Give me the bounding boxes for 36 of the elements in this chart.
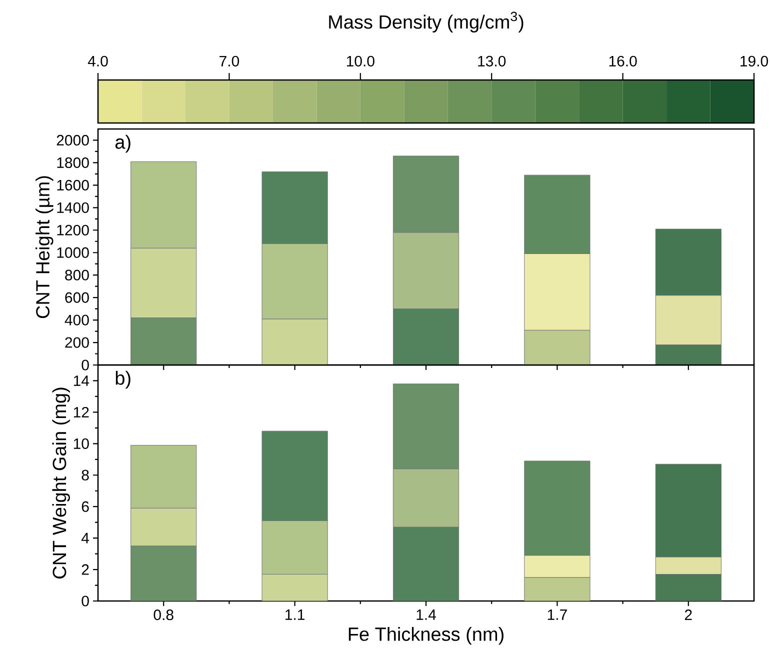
y-tick-label: 10 <box>74 438 89 449</box>
color-bar-label: 16.0 <box>609 56 637 66</box>
y-tick-label: 1600 <box>57 180 89 190</box>
y-tick-label: 2000 <box>56 134 89 146</box>
y-tick-label: 1000 <box>57 247 89 258</box>
color-bar-title: Mass Density (mg/cm$^{3}$) <box>329 12 524 32</box>
color-bar-label: 19.0 <box>740 56 768 66</box>
x-tick-label: 1.4 <box>416 610 436 620</box>
y-tick-label: 8 <box>82 470 89 480</box>
y-tick-label: 400 <box>64 314 89 326</box>
y-tick-label: 14 <box>74 376 90 386</box>
y-tick-label: 2 <box>82 564 89 575</box>
y-tick-label: 1800 <box>57 157 89 168</box>
y-tick-label: 200 <box>65 337 89 348</box>
color-bar-label: 7.0 <box>220 56 240 66</box>
x-tick-label: 1.7 <box>548 610 567 620</box>
color-bar-label: 4.0 <box>88 56 108 66</box>
x-axis-title: Fe Thickness (nm) <box>348 626 504 645</box>
y-tick-label: 4 <box>81 532 90 544</box>
y-tick-label: 0 <box>82 596 89 606</box>
color-bar-label: 13.0 <box>478 56 506 66</box>
y-tick-label: 0 <box>82 360 89 370</box>
y-tick-label: 12 <box>74 406 89 418</box>
y-tick-label: 800 <box>65 270 89 280</box>
color-bar-label: 10.0 <box>346 56 374 66</box>
y-tick-label: 1400 <box>57 202 89 213</box>
x-tick-label: 1.1 <box>286 610 304 620</box>
y-tick-label: 6 <box>82 501 89 512</box>
y-tick-label: 1200 <box>57 224 89 236</box>
annotation: b) <box>116 370 130 389</box>
y-axis-title: CNT Weight Gain (mg) <box>52 388 70 578</box>
x-tick-label: 0.8 <box>154 610 174 620</box>
annotation: a) <box>115 134 130 153</box>
y-axis-title: CNT Height (µm) <box>36 176 54 318</box>
x-tick-label: 2 <box>684 610 692 620</box>
y-tick-label: 600 <box>65 292 89 303</box>
